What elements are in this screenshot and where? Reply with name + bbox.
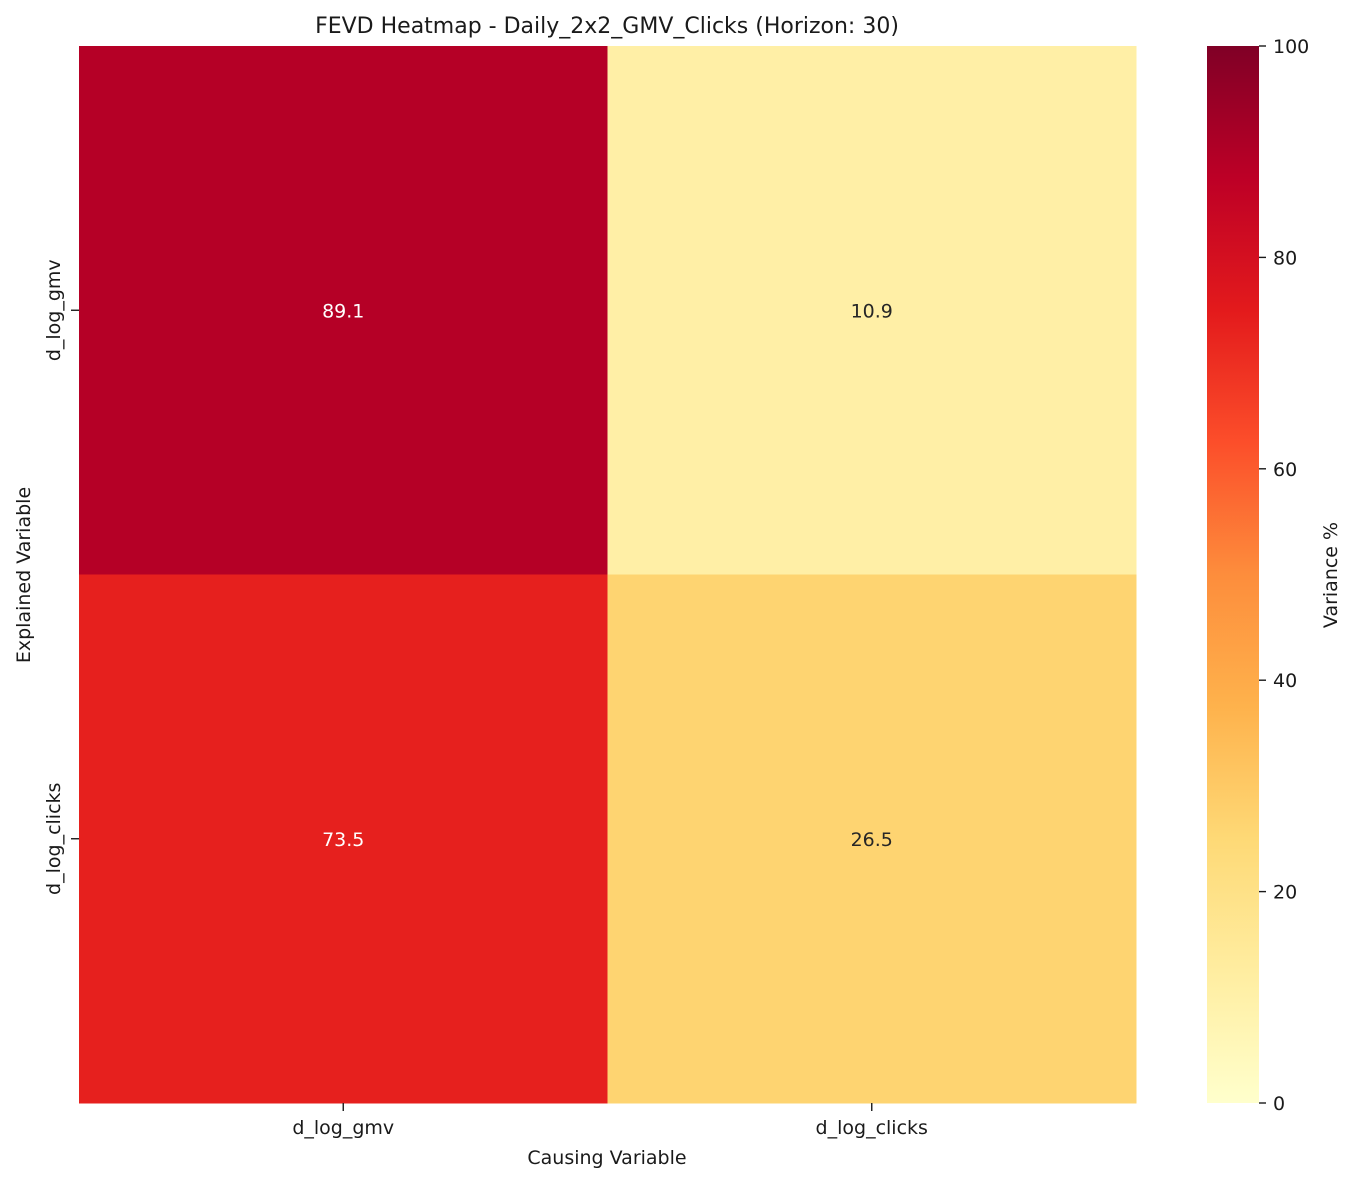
y-axis-label: Explained Variable bbox=[13, 487, 35, 663]
x-axis: d_log_gmv d_log_clicks bbox=[292, 1103, 928, 1139]
y-tick-label: d_log_gmv bbox=[43, 259, 65, 361]
colorbar-tick-label: 100 bbox=[1273, 36, 1309, 58]
x-tick-label: d_log_clicks bbox=[816, 1117, 928, 1139]
heatmap-cell-d_log_clicks-d_log_clicks bbox=[607, 574, 1137, 1104]
colorbar-tick-label: 80 bbox=[1273, 247, 1297, 269]
colorbar: 0 20 40 60 80 100 Variance % bbox=[1207, 36, 1342, 1115]
y-axis: d_log_gmv d_log_clicks bbox=[43, 259, 79, 895]
heatmap-cell-d_log_gmv-d_log_gmv bbox=[79, 46, 608, 575]
heatmap-cell-d_log_gmv-d_log_clicks bbox=[607, 46, 1137, 575]
colorbar-ticks: 0 20 40 60 80 100 bbox=[1259, 36, 1309, 1115]
chart-title: FEVD Heatmap - Daily_2x2_GMV_Clicks (Hor… bbox=[315, 14, 899, 39]
cell-value-label: 26.5 bbox=[851, 829, 893, 851]
y-tick-label: d_log_clicks bbox=[43, 783, 65, 895]
cell-value-label: 89.1 bbox=[322, 300, 364, 322]
x-axis-label: Causing Variable bbox=[527, 1147, 686, 1169]
colorbar-tick-label: 0 bbox=[1273, 1093, 1285, 1115]
colorbar-tick-label: 60 bbox=[1273, 459, 1297, 481]
cell-value-label: 10.9 bbox=[851, 300, 893, 322]
heatmap-cells: 89.1 10.9 73.5 26.5 bbox=[79, 46, 1137, 1104]
colorbar-tick-label: 40 bbox=[1273, 670, 1297, 692]
x-tick-label: d_log_gmv bbox=[292, 1117, 394, 1139]
colorbar-gradient bbox=[1207, 46, 1259, 1103]
cell-value-label: 73.5 bbox=[322, 829, 364, 851]
colorbar-tick-label: 20 bbox=[1273, 882, 1297, 904]
colorbar-label: Variance % bbox=[1320, 522, 1342, 628]
heatmap-cell-d_log_clicks-d_log_gmv bbox=[79, 574, 608, 1104]
